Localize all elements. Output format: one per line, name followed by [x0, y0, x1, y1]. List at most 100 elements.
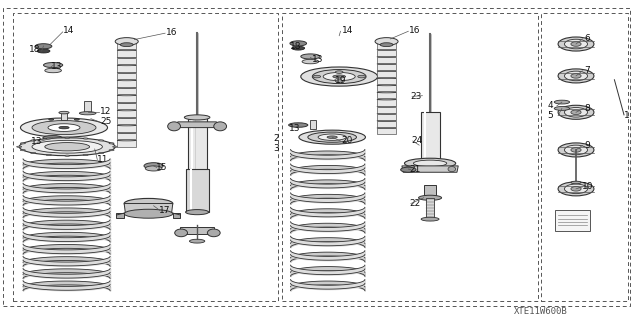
Ellipse shape: [117, 95, 136, 96]
Ellipse shape: [43, 136, 62, 140]
Ellipse shape: [37, 49, 50, 53]
Ellipse shape: [46, 138, 51, 139]
Bar: [555, 210, 590, 231]
Ellipse shape: [558, 37, 594, 51]
Ellipse shape: [20, 150, 26, 151]
Ellipse shape: [32, 140, 102, 153]
Bar: [117, 140, 136, 147]
Bar: [421, 112, 440, 163]
Bar: [426, 198, 434, 219]
Ellipse shape: [558, 182, 594, 196]
Ellipse shape: [59, 111, 69, 114]
Polygon shape: [402, 166, 458, 172]
Ellipse shape: [117, 102, 136, 103]
Bar: [117, 88, 136, 94]
Ellipse shape: [17, 146, 22, 147]
Bar: [84, 101, 91, 112]
Ellipse shape: [124, 198, 173, 209]
Bar: [117, 58, 136, 64]
Bar: [117, 95, 136, 102]
Bar: [377, 42, 396, 48]
Ellipse shape: [117, 72, 136, 73]
Ellipse shape: [45, 143, 90, 151]
Ellipse shape: [377, 127, 396, 129]
Text: 4: 4: [548, 101, 553, 110]
Ellipse shape: [117, 49, 136, 51]
Bar: [377, 50, 396, 56]
Ellipse shape: [61, 119, 67, 120]
Ellipse shape: [115, 38, 138, 45]
Polygon shape: [124, 204, 173, 214]
Ellipse shape: [301, 67, 378, 86]
Ellipse shape: [144, 163, 163, 169]
Ellipse shape: [65, 155, 70, 156]
Ellipse shape: [109, 150, 114, 151]
Ellipse shape: [35, 44, 52, 49]
Polygon shape: [173, 213, 180, 218]
Bar: [117, 110, 136, 117]
Text: 13: 13: [31, 137, 43, 146]
Bar: [377, 85, 396, 91]
Ellipse shape: [79, 112, 96, 115]
Ellipse shape: [31, 152, 36, 154]
Ellipse shape: [175, 229, 188, 237]
Ellipse shape: [117, 57, 136, 58]
Ellipse shape: [117, 42, 136, 43]
Ellipse shape: [327, 136, 337, 138]
Ellipse shape: [83, 154, 88, 156]
Text: 7: 7: [585, 66, 590, 75]
Ellipse shape: [318, 134, 346, 140]
Text: 3: 3: [274, 144, 279, 153]
Ellipse shape: [335, 80, 343, 82]
Ellipse shape: [564, 108, 588, 117]
Ellipse shape: [377, 78, 396, 79]
Bar: [117, 118, 136, 124]
Text: 13: 13: [312, 55, 324, 64]
Ellipse shape: [571, 110, 581, 115]
Ellipse shape: [113, 146, 118, 147]
Text: 18: 18: [290, 42, 301, 51]
Ellipse shape: [333, 75, 346, 78]
Ellipse shape: [571, 187, 581, 191]
Ellipse shape: [421, 217, 439, 221]
Ellipse shape: [117, 117, 136, 118]
Ellipse shape: [558, 143, 594, 157]
Ellipse shape: [31, 140, 36, 141]
Ellipse shape: [571, 148, 581, 152]
Ellipse shape: [99, 152, 104, 154]
Text: 14: 14: [342, 26, 353, 35]
Ellipse shape: [377, 92, 396, 93]
Polygon shape: [116, 213, 124, 218]
Text: 23: 23: [410, 92, 422, 101]
Ellipse shape: [186, 210, 209, 215]
Ellipse shape: [117, 125, 136, 126]
Ellipse shape: [117, 140, 136, 141]
Ellipse shape: [46, 154, 51, 156]
Ellipse shape: [74, 119, 79, 120]
Ellipse shape: [335, 71, 343, 73]
Ellipse shape: [120, 43, 133, 47]
Text: 10: 10: [582, 182, 593, 191]
Text: 1: 1: [625, 111, 630, 120]
Text: 13: 13: [51, 63, 62, 71]
Ellipse shape: [554, 107, 570, 110]
Text: 5: 5: [548, 111, 553, 120]
Text: 17: 17: [159, 206, 171, 215]
Ellipse shape: [323, 72, 355, 81]
Ellipse shape: [375, 38, 398, 45]
Ellipse shape: [124, 209, 173, 218]
Text: 16: 16: [409, 26, 420, 35]
Ellipse shape: [214, 122, 227, 131]
Text: 12: 12: [100, 107, 111, 116]
Ellipse shape: [564, 184, 588, 194]
Ellipse shape: [377, 56, 396, 57]
Bar: [424, 185, 436, 198]
Ellipse shape: [377, 63, 396, 64]
Ellipse shape: [207, 229, 220, 237]
Text: 13: 13: [289, 124, 301, 133]
Bar: [377, 121, 396, 127]
Bar: [188, 116, 207, 172]
Ellipse shape: [377, 85, 396, 86]
Text: 19: 19: [335, 76, 346, 85]
Bar: [377, 71, 396, 77]
